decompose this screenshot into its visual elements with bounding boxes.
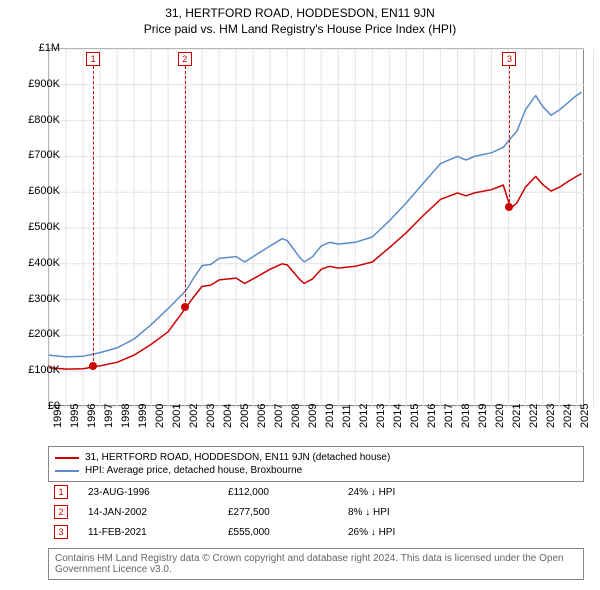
sale-price: £112,000 — [228, 487, 348, 498]
y-axis-label: £300K — [16, 293, 60, 305]
y-axis-label: £700K — [16, 149, 60, 161]
legend-swatch-price — [55, 457, 79, 459]
x-axis-label: 2007 — [273, 404, 285, 428]
sale-marker-2: 2 — [178, 52, 192, 66]
sale-row-marker: 2 — [54, 505, 68, 519]
x-axis-label: 2012 — [358, 404, 370, 428]
x-axis-label: 2001 — [171, 404, 183, 428]
x-axis-label: 2016 — [426, 404, 438, 428]
x-axis-label: 2010 — [324, 404, 336, 428]
sale-row: 1 23-AUG-1996£112,00024% ↓ HPI — [48, 482, 584, 502]
legend-label-hpi: HPI: Average price, detached house, Brox… — [85, 465, 302, 476]
y-axis-label: £800K — [16, 114, 60, 126]
x-axis-label: 1997 — [103, 404, 115, 428]
x-axis-label: 2015 — [409, 404, 421, 428]
sale-row: 2 14-JAN-2002£277,5008% ↓ HPI — [48, 502, 584, 522]
legend-row-hpi: HPI: Average price, detached house, Brox… — [55, 464, 577, 477]
y-axis-label: £1M — [16, 42, 60, 54]
x-axis-label: 2009 — [307, 404, 319, 428]
x-axis-label: 2006 — [256, 404, 268, 428]
x-axis-label: 2021 — [511, 404, 523, 428]
x-axis-label: 1999 — [137, 404, 149, 428]
x-axis-label: 2024 — [562, 404, 574, 428]
y-axis-label: £500K — [16, 221, 60, 233]
y-axis-label: £900K — [16, 78, 60, 90]
sale-relative: 24% ↓ HPI — [348, 487, 395, 498]
sale-relative: 8% ↓ HPI — [348, 507, 390, 518]
x-axis-label: 1995 — [69, 404, 81, 428]
x-axis-label: 2011 — [341, 404, 353, 428]
y-axis-label: £200K — [16, 328, 60, 340]
legend-label-price: 31, HERTFORD ROAD, HODDESDON, EN11 9JN (… — [85, 452, 390, 463]
sale-date: 23-AUG-1996 — [88, 487, 228, 498]
x-axis-label: 2018 — [460, 404, 472, 428]
x-axis-label: 2000 — [154, 404, 166, 428]
sale-date: 11-FEB-2021 — [88, 527, 228, 538]
sale-relative: 26% ↓ HPI — [348, 527, 395, 538]
x-axis-label: 2008 — [290, 404, 302, 428]
sale-row: 3 11-FEB-2021£555,00026% ↓ HPI — [48, 522, 584, 542]
x-axis-label: 2022 — [528, 404, 540, 428]
x-axis-label: 2020 — [494, 404, 506, 428]
y-axis-label: £600K — [16, 185, 60, 197]
legend-swatch-hpi — [55, 470, 79, 472]
x-axis-label: 2002 — [188, 404, 200, 428]
x-axis-label: 2014 — [392, 404, 404, 428]
sale-date: 14-JAN-2002 — [88, 507, 228, 518]
x-axis-label: 2025 — [579, 404, 591, 428]
y-axis-label: £400K — [16, 257, 60, 269]
x-axis-label: 2003 — [205, 404, 217, 428]
chart-plot-area — [48, 48, 584, 406]
chart-svg — [49, 49, 583, 405]
legend-row-price: 31, HERTFORD ROAD, HODDESDON, EN11 9JN (… — [55, 451, 577, 464]
x-axis-label: 2019 — [477, 404, 489, 428]
legend-box: 31, HERTFORD ROAD, HODDESDON, EN11 9JN (… — [48, 446, 584, 482]
x-axis-label: 2017 — [443, 404, 455, 428]
sale-row-marker: 1 — [54, 485, 68, 499]
x-axis-label: 2023 — [545, 404, 557, 428]
x-axis-label: 1996 — [86, 404, 98, 428]
sale-marker-3: 3 — [502, 52, 516, 66]
chart-footer: 31, HERTFORD ROAD, HODDESDON, EN11 9JN (… — [48, 446, 584, 580]
x-axis-label: 2004 — [222, 404, 234, 428]
sale-row-marker: 3 — [54, 525, 68, 539]
x-axis-label: 1998 — [120, 404, 132, 428]
chart-title: 31, HERTFORD ROAD, HODDESDON, EN11 9JN — [0, 0, 600, 20]
y-axis-label: £100K — [16, 364, 60, 376]
x-axis-label: 2005 — [239, 404, 251, 428]
copyright-text: Contains HM Land Registry data © Crown c… — [48, 548, 584, 580]
sale-price: £555,000 — [228, 527, 348, 538]
sale-price: £277,500 — [228, 507, 348, 518]
x-axis-label: 1994 — [52, 404, 64, 428]
x-axis-label: 2013 — [375, 404, 387, 428]
chart-subtitle: Price paid vs. HM Land Registry's House … — [0, 20, 600, 36]
sale-marker-1: 1 — [86, 52, 100, 66]
